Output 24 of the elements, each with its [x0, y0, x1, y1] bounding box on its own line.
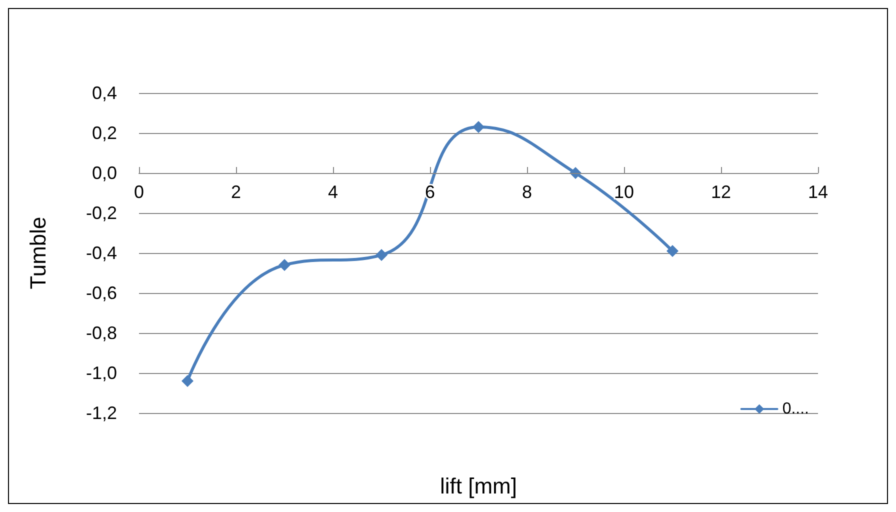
y-tick-label: 0,4 [92, 83, 117, 103]
x-tick-label: 8 [522, 182, 532, 202]
x-axis-title: lift [mm] [440, 474, 517, 498]
x-tick-label: 10 [614, 182, 634, 202]
point [376, 249, 388, 261]
y-tick-label: -0,6 [86, 283, 117, 303]
y-tick-label: -1,2 [86, 403, 117, 423]
x-tick-label: 0 [134, 182, 144, 202]
y-tick-label: 0,0 [92, 163, 117, 183]
y-tick-label: 0,2 [92, 123, 117, 143]
y-tick-label: -0,4 [86, 243, 117, 263]
x-tick-label: 14 [808, 182, 828, 202]
x-tick-label: 12 [710, 182, 732, 202]
y-tick-label: -1,0 [86, 363, 117, 383]
x-tick-label: 2 [230, 182, 242, 202]
point [666, 245, 678, 257]
legend-label: 0.... [782, 400, 810, 418]
point [472, 121, 484, 133]
x-tick-label: 4 [328, 182, 338, 202]
y-tick-label: -0,2 [86, 203, 117, 223]
y-tick-label: -0,8 [86, 323, 117, 343]
point [278, 259, 290, 271]
y-axis-title: Tumble [26, 216, 50, 290]
point [182, 375, 194, 387]
